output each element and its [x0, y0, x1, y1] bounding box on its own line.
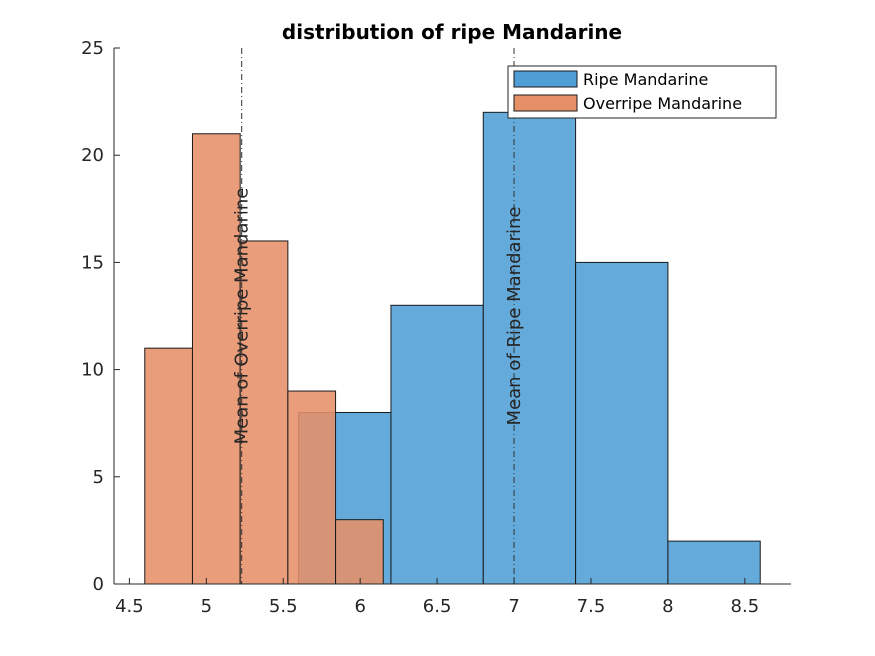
overripe-bar [335, 519, 384, 585]
ripe-bar [667, 540, 761, 585]
overripe-mean-label: Mean of Overripe Mandarine [232, 188, 253, 445]
overripe-bar [287, 390, 337, 585]
x-tick-label: 6 [354, 596, 365, 617]
x-tick-label: 8 [662, 596, 673, 617]
legend-label-overripe: Overripe Mandarine [583, 94, 742, 113]
x-tick-label: 7.5 [577, 596, 606, 617]
y-tick-label: 20 [81, 145, 104, 166]
x-tick-label: 8.5 [731, 596, 760, 617]
ripe-bar [575, 261, 669, 585]
y-tick-label: 0 [93, 574, 104, 595]
y-tick-label: 10 [81, 360, 104, 381]
ripe-series-bars [298, 111, 761, 585]
y-tick-label: 5 [93, 467, 104, 488]
legend-swatch-overripe [513, 94, 578, 112]
x-tick-label: 4.5 [115, 596, 144, 617]
y-tick-label: 25 [81, 38, 104, 59]
y-tick-label: 15 [81, 252, 104, 273]
x-tick-label: 5.5 [269, 596, 298, 617]
ripe-mean-label: Mean of Ripe Mandarine [504, 207, 525, 426]
axes: 4.5 5 5.5 6 6.5 7 7.5 8 8.5 0 5 10 15 20 25 [81, 38, 791, 617]
overripe-bar [239, 240, 289, 585]
x-tick-label: 7 [508, 596, 519, 617]
legend: Ripe Mandarine Overripe Mandarine [507, 65, 777, 119]
overripe-bar [144, 347, 193, 585]
legend-swatch-ripe [513, 70, 578, 88]
overripe-series-bars [144, 133, 384, 585]
legend-label-ripe: Ripe Mandarine [583, 70, 708, 89]
x-tick-label: 5 [201, 596, 212, 617]
ripe-bar [390, 304, 484, 585]
ripe-bar [482, 111, 577, 585]
chart-title: distribution of ripe Mandarine [282, 20, 622, 44]
x-tick-label: 6.5 [423, 596, 452, 617]
overripe-bar [191, 133, 241, 585]
mean-lines: Mean of Ripe Mandarine Mean of Overripe M… [232, 48, 525, 584]
